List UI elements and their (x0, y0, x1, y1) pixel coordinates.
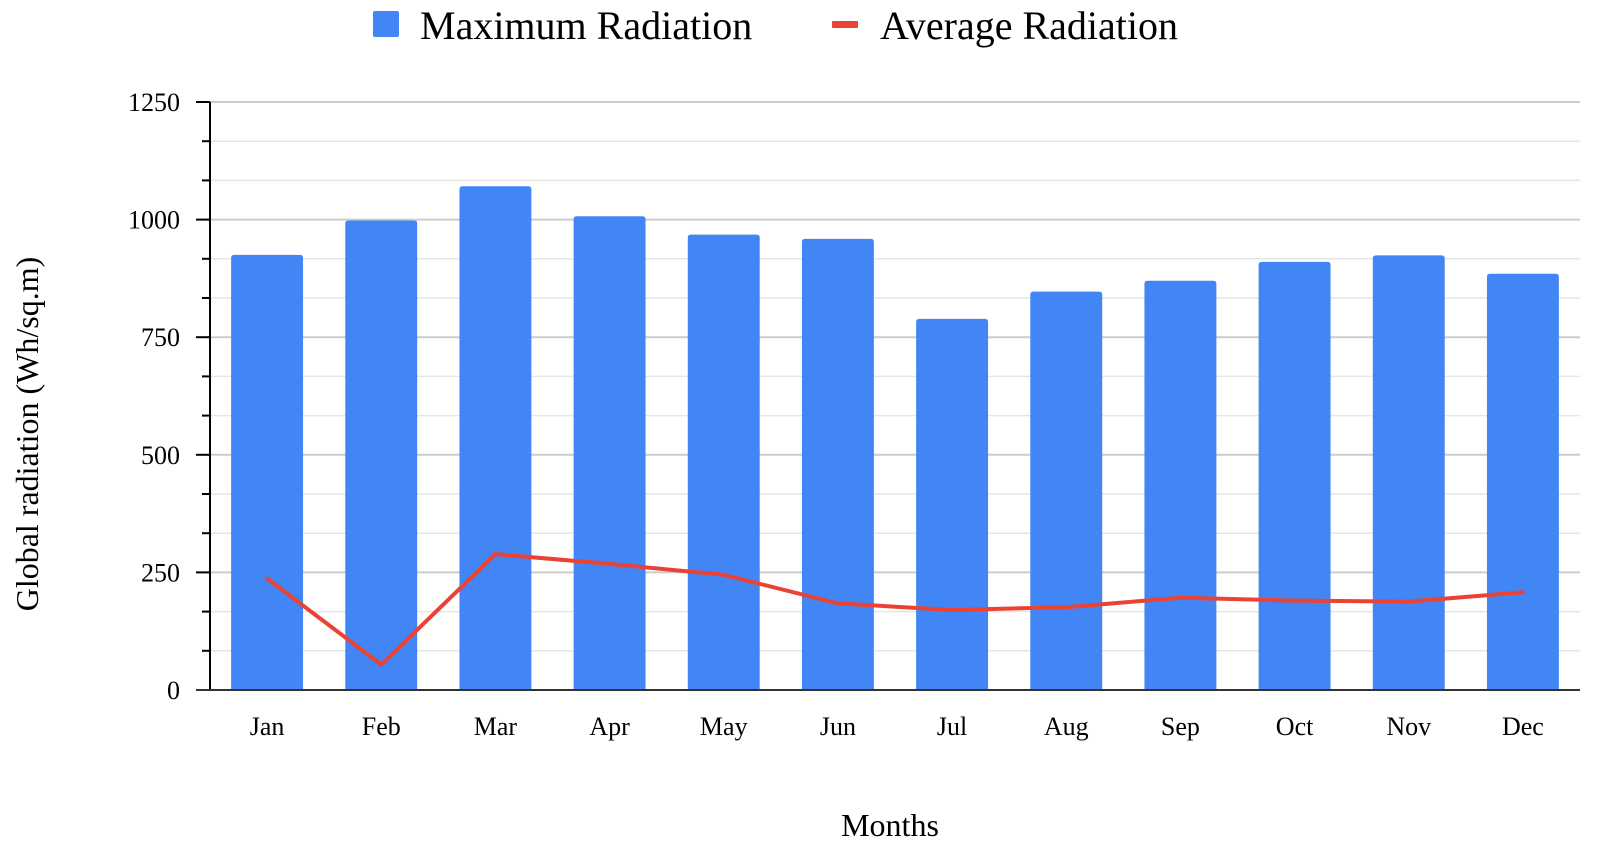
legend-swatch-average-radiation (832, 21, 858, 28)
bar-sep (1144, 280, 1217, 690)
bar-jun (801, 238, 874, 690)
y-tick-label: 1000 (128, 206, 180, 235)
y-tick-label: 750 (141, 323, 180, 352)
y-tick-label: 250 (141, 558, 180, 587)
x-tick-label-jun: Jun (820, 712, 856, 741)
y-tick-label: 0 (167, 676, 180, 705)
x-tick-label-feb: Feb (362, 712, 401, 741)
x-tick-label-dec: Dec (1502, 712, 1544, 741)
x-tick-label-aug: Aug (1044, 712, 1089, 741)
bar-apr (573, 216, 646, 691)
y-tick-label: 500 (141, 441, 180, 470)
y-tick-label: 1250 (128, 88, 180, 117)
x-axis-title: Months (841, 807, 939, 843)
bar-dec (1486, 273, 1559, 690)
legend: Maximum Radiation Average Radiation (373, 3, 1178, 48)
x-tick-label-oct: Oct (1276, 712, 1314, 741)
average-radiation-line (265, 552, 1525, 667)
label-layer: 0 250 500 750 1000 1250 Jan Feb Mar Apr May Jun Jul A… (128, 88, 1544, 741)
x-tick-label-mar: Mar (474, 712, 518, 741)
x-tick-label-may: May (700, 712, 748, 741)
x-tick-label-apr: Apr (589, 712, 630, 741)
x-tick-label-jan: Jan (250, 712, 285, 741)
x-tick-label-jul: Jul (937, 712, 967, 741)
legend-label-average-radiation: Average Radiation (880, 3, 1178, 48)
bar-oct (1258, 261, 1331, 690)
line-layer (265, 552, 1525, 667)
bar-nov (1372, 255, 1445, 690)
bar-may (687, 234, 760, 690)
axis-layer (196, 101, 1580, 691)
legend-swatch-maximum-radiation (373, 11, 399, 37)
x-tick-label-sep: Sep (1161, 712, 1200, 741)
bar-jan (231, 254, 304, 690)
legend-label-maximum-radiation: Maximum Radiation (420, 3, 752, 48)
bar-layer (231, 186, 1559, 691)
x-tick-label-nov: Nov (1386, 712, 1431, 741)
bar-jul (916, 318, 989, 690)
y-axis-title: Global radiation (Wh/sq.m) (9, 257, 45, 612)
bar-aug (1030, 291, 1103, 690)
bar-feb (345, 220, 418, 690)
grid-layer (210, 101, 1580, 652)
bar-mar (459, 186, 532, 690)
